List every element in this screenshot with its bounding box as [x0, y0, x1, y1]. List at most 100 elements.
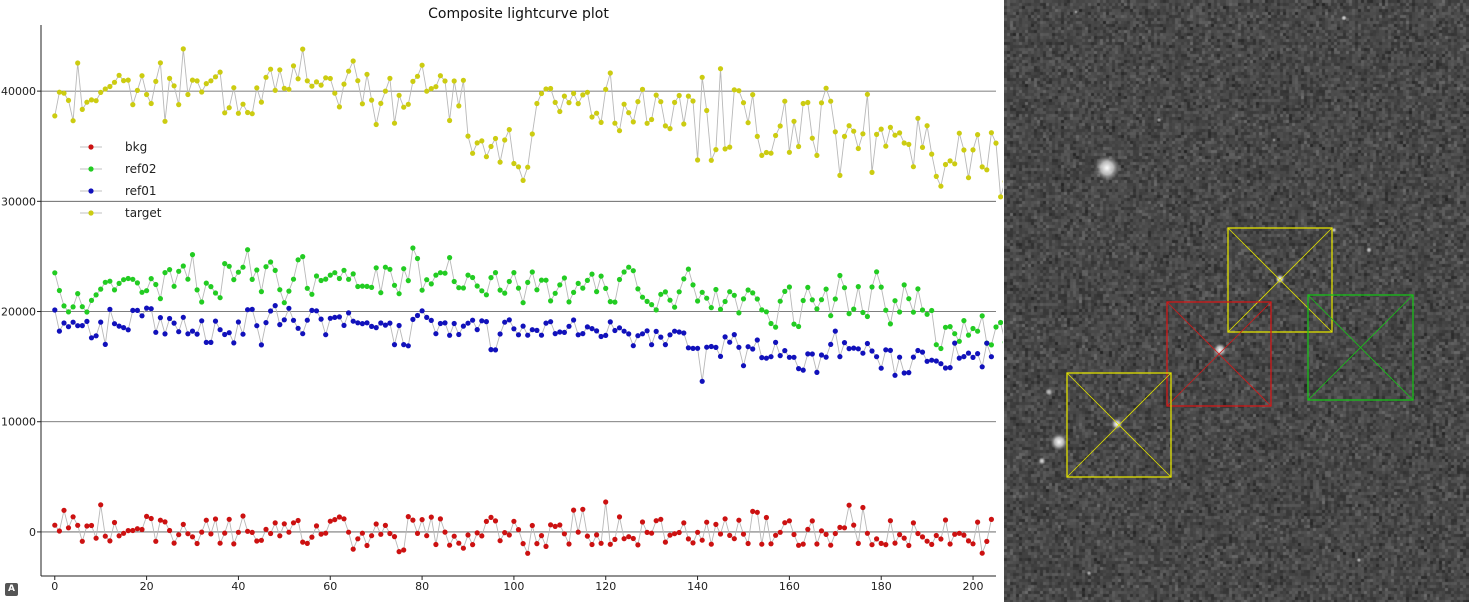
- point-bkg: [901, 535, 907, 541]
- point-target: [580, 92, 586, 98]
- point-bkg: [924, 538, 930, 544]
- point-target: [121, 78, 127, 84]
- point-bkg: [167, 527, 173, 534]
- point-ref01: [125, 327, 131, 333]
- aperture-box-ref01[interactable]: [1066, 372, 1172, 478]
- point-target: [323, 75, 329, 81]
- point-ref02: [988, 342, 995, 348]
- point-target: [722, 146, 728, 152]
- series-line-ref01: [54, 304, 992, 382]
- point-ref02: [695, 298, 701, 304]
- aperture-box-ref02[interactable]: [1307, 294, 1414, 401]
- point-target: [901, 140, 907, 146]
- point-target: [534, 100, 540, 107]
- point-bkg: [203, 517, 209, 523]
- point-ref02: [855, 284, 861, 290]
- aperture-box-bkg[interactable]: [1166, 301, 1272, 407]
- point-bkg: [846, 502, 852, 508]
- point-ref02: [497, 287, 503, 293]
- point-ref01: [736, 344, 742, 350]
- point-target: [864, 91, 871, 97]
- point-ref01: [75, 323, 81, 329]
- point-bkg: [465, 532, 471, 538]
- point-bkg: [897, 532, 903, 538]
- point-ref01: [538, 332, 545, 338]
- point-ref02: [364, 283, 370, 289]
- point-ref02: [332, 270, 338, 276]
- point-target: [961, 147, 967, 153]
- point-ref01: [731, 332, 737, 338]
- point-ref02: [153, 281, 159, 288]
- point-ref01: [727, 339, 733, 345]
- point-bkg: [805, 526, 811, 532]
- point-ref02: [805, 284, 811, 290]
- point-bkg: [956, 530, 962, 536]
- x-tick-label: 120: [595, 580, 616, 593]
- point-ref01: [745, 344, 751, 350]
- point-ref01: [470, 317, 476, 323]
- point-target: [897, 130, 903, 136]
- point-ref02: [465, 272, 471, 278]
- point-bkg: [442, 529, 448, 535]
- point-ref01: [639, 331, 646, 337]
- point-ref01: [153, 329, 159, 335]
- point-ref01: [626, 331, 632, 337]
- point-ref01: [965, 350, 972, 356]
- point-target: [130, 102, 136, 108]
- point-bkg: [107, 538, 113, 544]
- point-bkg: [649, 530, 655, 536]
- point-bkg: [332, 517, 338, 523]
- point-bkg: [300, 539, 306, 545]
- lightcurve-plot-panel[interactable]: Composite lightcurve plot 0 10000 20000 3000…: [0, 0, 1003, 602]
- point-ref01: [231, 340, 237, 346]
- point-target: [929, 151, 935, 157]
- point-ref02: [424, 277, 430, 283]
- point-ref02: [525, 279, 531, 285]
- point-ref02: [685, 266, 692, 272]
- point-ref01: [864, 340, 871, 347]
- point-bkg: [557, 522, 563, 528]
- point-ref01: [208, 339, 214, 345]
- point-ref01: [144, 305, 150, 311]
- aperture-box-target[interactable]: [1227, 227, 1333, 333]
- point-bkg: [786, 518, 793, 524]
- point-ref01: [437, 320, 443, 327]
- point-ref01: [823, 354, 829, 360]
- point-ref01: [295, 325, 301, 331]
- point-target: [639, 86, 646, 92]
- point-target: [382, 88, 388, 94]
- point-ref02: [773, 324, 779, 330]
- point-bkg: [428, 514, 434, 520]
- y-tick-label: 20000: [1, 306, 36, 319]
- point-bkg: [984, 538, 990, 545]
- point-bkg: [736, 517, 742, 523]
- y-tick-label: 40000: [1, 85, 36, 98]
- point-ref02: [626, 264, 632, 270]
- point-target: [529, 131, 535, 137]
- point-ref02: [428, 281, 434, 287]
- point-bkg: [708, 541, 714, 547]
- point-ref01: [837, 354, 843, 360]
- point-target: [575, 101, 581, 107]
- point-ref01: [667, 332, 673, 338]
- point-bkg: [731, 536, 737, 542]
- point-bkg: [667, 532, 673, 538]
- point-target: [502, 137, 508, 143]
- star-field-image-panel[interactable]: [1004, 0, 1469, 602]
- point-target: [346, 68, 352, 74]
- point-target: [805, 99, 811, 106]
- point-target: [405, 101, 411, 107]
- point-bkg: [350, 546, 356, 552]
- point-ref02: [993, 324, 999, 330]
- point-bkg: [952, 531, 958, 537]
- point-ref01: [763, 355, 770, 361]
- point-ref01: [814, 369, 820, 375]
- point-target: [832, 129, 838, 135]
- point-ref01: [355, 320, 361, 326]
- point-target: [548, 85, 554, 92]
- point-target: [818, 100, 825, 106]
- point-ref01: [653, 328, 659, 334]
- point-ref01: [713, 344, 719, 350]
- point-bkg: [584, 533, 591, 539]
- auto-range-button[interactable]: A: [5, 583, 18, 596]
